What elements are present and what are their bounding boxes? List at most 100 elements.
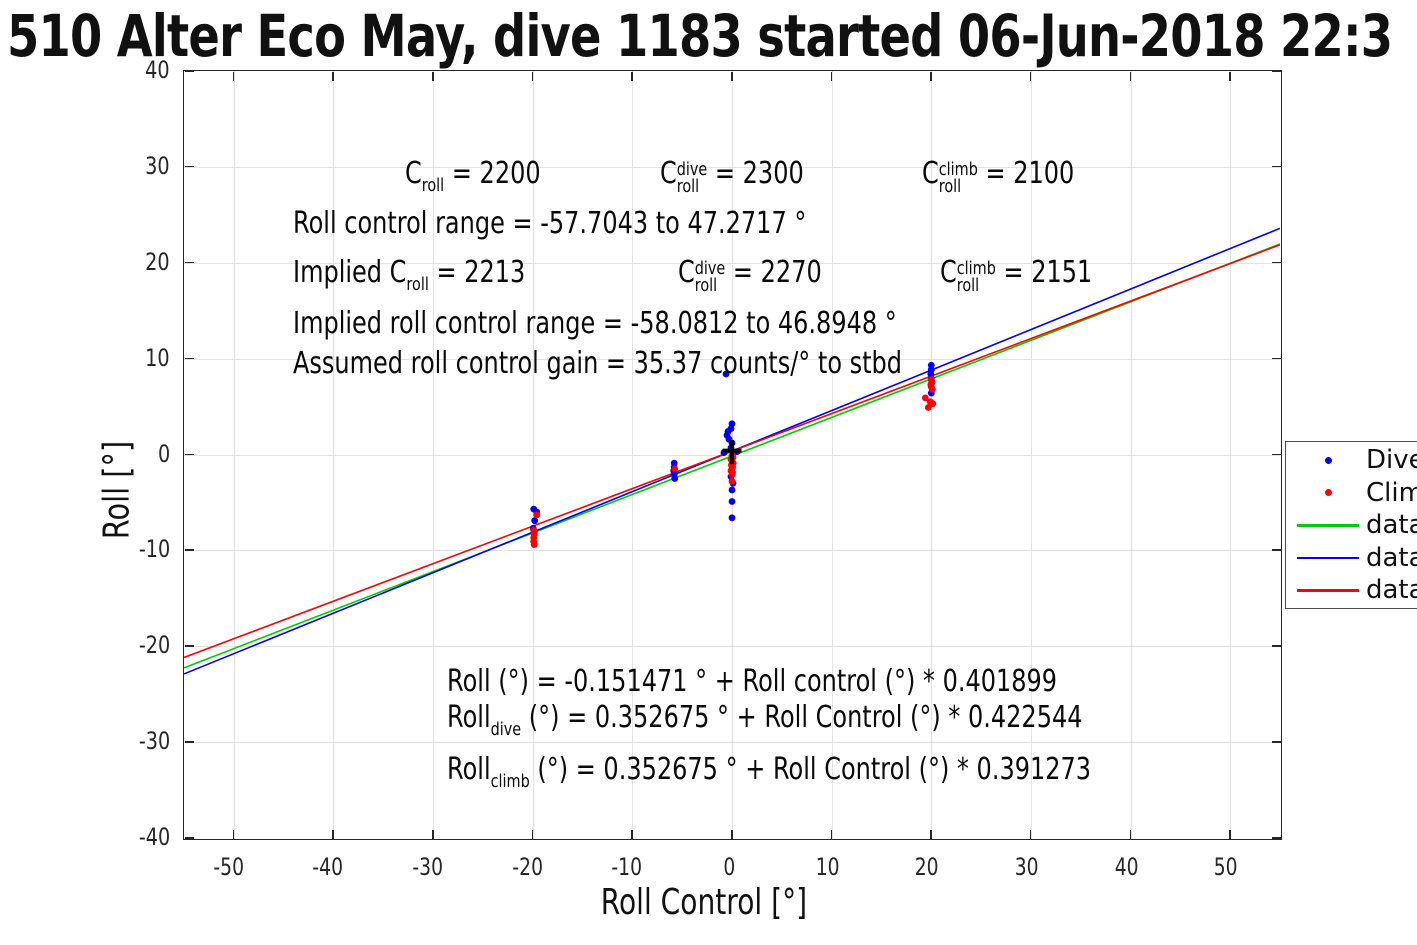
tick-mark (184, 549, 194, 551)
y-tick-label: 20 (145, 247, 170, 276)
dive-point (722, 370, 730, 378)
x-axis-label: Roll Control [°] (600, 882, 808, 923)
gridline-horizontal (184, 742, 1281, 744)
tick-mark (184, 165, 194, 168)
climb-point (530, 541, 538, 548)
legend-entry-data1: data1 (1296, 509, 1417, 542)
tick-mark (1271, 357, 1281, 360)
y-tick-label: 0 (157, 439, 170, 468)
x-tick-label: 40 (1114, 853, 1139, 881)
annotation-text: Implied roll control range = -58.0812 to… (293, 306, 897, 341)
y-tick-label: 30 (145, 151, 170, 180)
tick-mark (332, 829, 334, 839)
annotation-text: Roll control range = -57.7043 to 47.2717… (293, 206, 807, 241)
tick-mark (731, 829, 733, 839)
tick-mark (332, 71, 334, 81)
tick-mark (1029, 71, 1032, 81)
tick-mark (1271, 837, 1281, 839)
legend-entry-climb: Climb (1296, 477, 1417, 510)
gridline-horizontal (184, 166, 1281, 168)
dive-point (728, 514, 736, 522)
legend-label: data2 (1366, 542, 1417, 573)
climb-point (924, 404, 932, 411)
tick-mark (531, 71, 534, 81)
legend-line-icon (1296, 556, 1360, 559)
legend-label: data1 (1366, 510, 1417, 541)
tick-mark (631, 829, 633, 839)
tick-mark (1271, 70, 1281, 72)
x-tick-label: 20 (914, 853, 939, 881)
y-tick-label: -20 (138, 631, 170, 660)
tick-mark (1271, 165, 1281, 168)
gridline-horizontal (184, 550, 1281, 552)
x-tick-label: 0 (723, 853, 736, 881)
tick-mark (1229, 71, 1231, 81)
climb-point (928, 385, 936, 393)
y-tick-label: -40 (138, 823, 170, 851)
plot-title: 510 Alter Eco May, dive 1183 started 06-… (7, 2, 1393, 70)
climb-point (671, 465, 679, 473)
tick-mark (731, 71, 733, 81)
y-tick-label: 40 (145, 56, 170, 84)
y-tick-label: -30 (138, 727, 170, 756)
tick-mark (432, 71, 434, 81)
gridline-horizontal (184, 646, 1281, 648)
x-tick-label: -50 (213, 853, 244, 881)
dive-point (671, 475, 679, 482)
tick-mark (1229, 829, 1231, 839)
legend-label: Dive (1366, 445, 1417, 476)
tick-mark (184, 70, 194, 72)
legend-entry-data2: data2 (1296, 542, 1417, 575)
tick-mark (1129, 829, 1132, 839)
x-tick-label: -30 (412, 853, 444, 881)
tick-mark (930, 71, 932, 81)
legend-dot-icon (1296, 456, 1360, 464)
legend-entry-dive: Dive (1296, 444, 1417, 477)
x-tick-label: 50 (1213, 853, 1238, 881)
x-tick-label: -20 (512, 853, 543, 881)
gridline-horizontal (184, 262, 1281, 264)
dive-point (728, 498, 736, 505)
x-tick-label: 30 (1014, 853, 1039, 881)
annotation-text: Croll = 2200 (405, 156, 541, 197)
legend-label: data3 (1366, 575, 1417, 606)
tick-mark (1271, 453, 1281, 455)
legend: DiveClimbdata1data2data3 (1285, 441, 1417, 609)
x-tick-label: -10 (611, 853, 643, 881)
chart-canvas (184, 227, 1280, 675)
tick-mark (1271, 261, 1281, 264)
tick-mark (1029, 829, 1032, 839)
tick-mark (184, 741, 194, 743)
tick-mark (1271, 549, 1281, 551)
y-tick-label: -10 (138, 535, 170, 564)
tick-mark (184, 645, 194, 647)
tick-mark (631, 71, 633, 81)
tick-mark (1271, 645, 1281, 647)
tick-mark (1271, 741, 1281, 743)
climb-point (533, 511, 541, 519)
climb-point (921, 394, 929, 402)
tick-mark (184, 837, 194, 839)
dive-point (728, 486, 736, 494)
tick-mark (432, 829, 434, 839)
annotation-text: Roll (°) = -0.151471 ° + Roll control (°… (447, 664, 1058, 699)
tick-mark (184, 261, 194, 264)
annotation-text: Implied Croll = 2213 (293, 255, 526, 296)
legend-dot-icon (1296, 489, 1360, 497)
plot-area: DiveClimbdata1data2data3 (183, 70, 1417, 840)
tick-mark (830, 71, 833, 81)
dive-point (531, 517, 539, 525)
gridline-horizontal (184, 358, 1281, 360)
x-tick-label: -40 (312, 853, 344, 881)
legend-line-icon (1296, 524, 1360, 527)
legend-line-icon (1296, 589, 1360, 592)
x-tick-label: 10 (815, 853, 840, 881)
tick-mark (830, 829, 833, 839)
climb-point (728, 477, 736, 485)
annotation-text: Assumed roll control gain = 35.37 counts… (293, 346, 903, 381)
